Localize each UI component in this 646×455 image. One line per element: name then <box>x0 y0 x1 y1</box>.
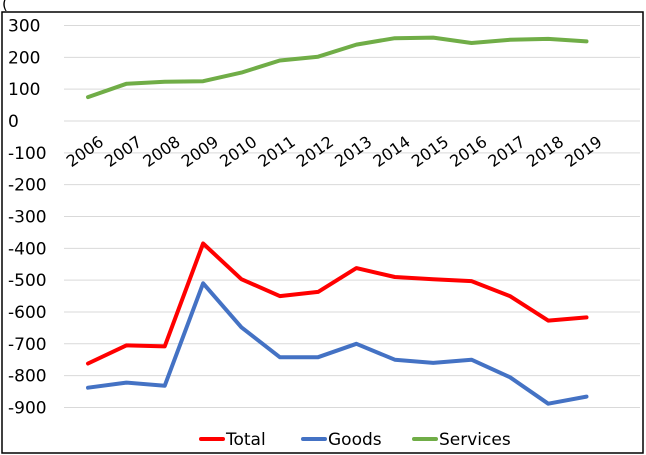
y-tick-label: -500 <box>8 271 47 291</box>
y-tick-label: -600 <box>8 303 47 323</box>
y-tick-label: -100 <box>8 144 47 164</box>
y-tick-label: 200 <box>8 48 40 68</box>
y-tick-label: -400 <box>8 239 47 259</box>
y-tick-label: -800 <box>8 367 47 387</box>
legend-label: Services <box>439 430 511 450</box>
y-tick-label: -200 <box>8 176 47 196</box>
x-tick-label: 2014 <box>370 132 414 171</box>
x-tick-label: 2010 <box>216 132 260 171</box>
x-tick-label: 2013 <box>331 132 375 171</box>
x-tick-label: 2011 <box>254 132 298 171</box>
y-tick-label: 0 <box>8 112 19 132</box>
x-tick-label: 2007 <box>101 132 145 171</box>
x-tick-label: 2018 <box>523 132 567 171</box>
y-tick-label: 300 <box>8 17 40 37</box>
gridlines <box>64 25 640 408</box>
legend-item-total: Total <box>199 430 266 450</box>
x-tick-label: 2016 <box>446 132 490 171</box>
x-tick-label: 2019 <box>561 132 605 171</box>
series-line-services <box>86 35 589 100</box>
y-axis-ticks: 300 200 100 0 -100 -200 -300 -400 -500 -600 -700 -8… <box>8 17 47 419</box>
x-tick-label: 2006 <box>63 132 107 171</box>
y-tick-label: 100 <box>8 80 40 100</box>
x-tick-label: 2009 <box>178 132 222 171</box>
legend: Total Goods Services <box>199 430 511 450</box>
y-tick-label: -700 <box>8 335 47 355</box>
x-tick-label: 2008 <box>139 132 183 171</box>
y-tick-label: -300 <box>8 207 47 227</box>
x-axis-ticks: 2006200720082009201020112012201320142015… <box>63 132 606 171</box>
partial-top-text: ( <box>2 0 8 13</box>
legend-label: Goods <box>328 430 382 450</box>
x-tick-label: 2015 <box>408 132 452 171</box>
series-line-goods <box>86 281 589 406</box>
legend-item-goods: Goods <box>301 430 382 450</box>
series-line-total <box>86 241 589 366</box>
legend-item-services: Services <box>412 430 511 450</box>
chart-frame <box>1 11 644 454</box>
legend-label: Total <box>225 430 266 450</box>
series-lines <box>86 35 589 406</box>
x-tick-label: 2012 <box>293 132 337 171</box>
x-tick-label: 2017 <box>485 132 529 171</box>
y-tick-label: -900 <box>8 398 47 418</box>
